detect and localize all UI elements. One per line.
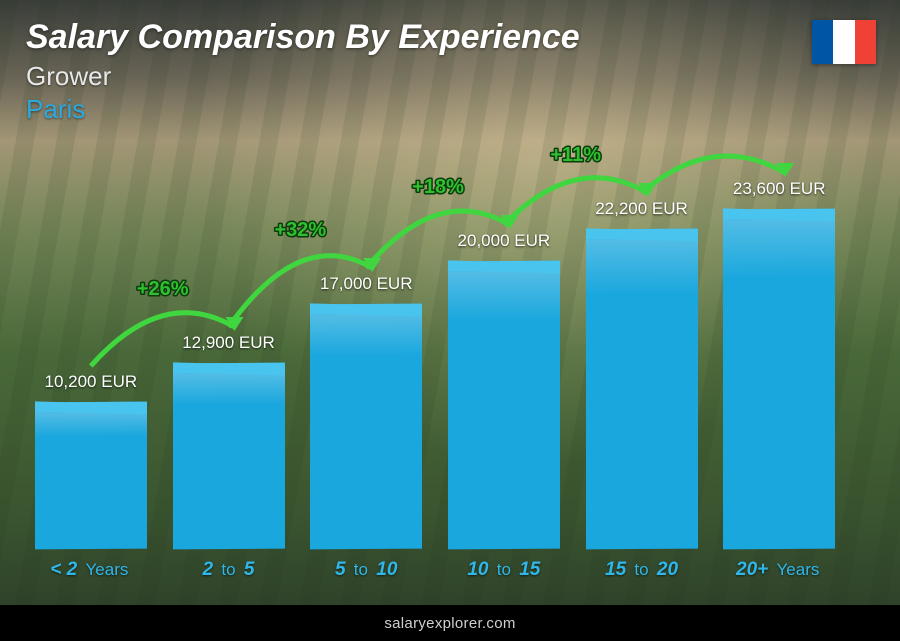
flag-stripe-white xyxy=(833,20,854,64)
bar xyxy=(310,304,422,550)
bar-column: 10,200 EUR < 2 Years xyxy=(30,372,152,581)
bar-category-label: 20+ Years xyxy=(736,559,822,581)
bar xyxy=(723,209,835,550)
bar-column: 23,600 EUR 20+ Years xyxy=(718,179,840,581)
bar-category-label: 2 to 5 xyxy=(203,559,255,581)
bar-category-label: 10 to 15 xyxy=(467,559,540,581)
flag-stripe-red xyxy=(855,20,876,64)
flag-stripe-blue xyxy=(812,20,833,64)
bar xyxy=(586,229,698,550)
bar xyxy=(35,402,147,550)
flag-france xyxy=(812,20,876,64)
delta-label: +32% xyxy=(274,219,326,241)
chart-location: Paris xyxy=(26,94,580,125)
chart-job: Grower xyxy=(26,61,580,92)
bar-category-label: 5 to 10 xyxy=(335,559,397,581)
bar-value-label: 22,200 EUR xyxy=(595,199,688,219)
bar-value-label: 10,200 EUR xyxy=(45,372,138,392)
bar xyxy=(173,363,285,550)
bar-value-label: 12,900 EUR xyxy=(182,333,275,353)
bar-column: 22,200 EUR 15 to 20 xyxy=(581,199,703,581)
delta-label: +6% xyxy=(693,145,734,146)
bar-category-label: < 2 Years xyxy=(50,559,131,581)
footer: salaryexplorer.com xyxy=(0,605,900,641)
delta-label: +26% xyxy=(137,278,189,300)
bar-chart: 10,200 EUR < 2 Years 12,900 EUR 2 to 5 17,00… xyxy=(30,145,840,581)
bar-value-label: 23,600 EUR xyxy=(733,179,826,199)
bar-value-label: 17,000 EUR xyxy=(320,274,413,294)
header: Salary Comparison By Experience Grower P… xyxy=(26,18,580,125)
bar-column: 20,000 EUR 10 to 15 xyxy=(443,231,565,581)
chart-title: Salary Comparison By Experience xyxy=(26,18,580,57)
footer-text: salaryexplorer.com xyxy=(384,615,515,632)
bar-column: 17,000 EUR 5 to 10 xyxy=(305,274,427,581)
bar-value-label: 20,000 EUR xyxy=(458,231,551,251)
delta-label: +11% xyxy=(550,145,601,166)
bar-category-label: 15 to 20 xyxy=(605,559,678,581)
bar-column: 12,900 EUR 2 to 5 xyxy=(168,333,290,581)
delta-label: +18% xyxy=(412,176,464,198)
bar xyxy=(448,261,560,550)
